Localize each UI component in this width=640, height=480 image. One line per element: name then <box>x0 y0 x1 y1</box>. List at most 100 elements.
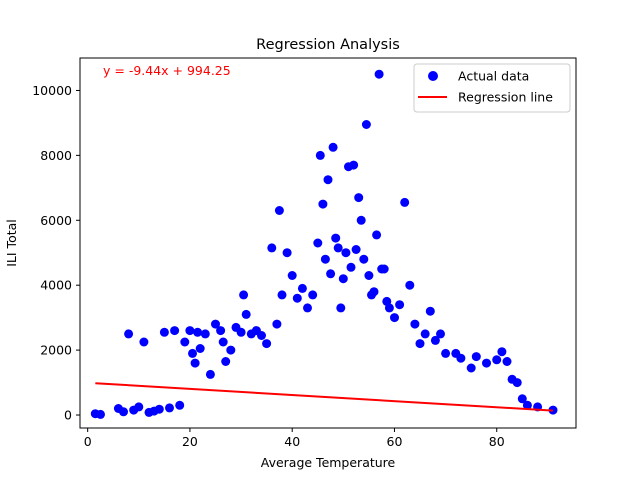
data-point <box>512 378 522 388</box>
data-point <box>354 193 364 203</box>
data-point <box>165 403 174 413</box>
data-point <box>193 327 203 337</box>
legend-label-actual-data: Actual data <box>458 69 529 84</box>
legend: Actual data Regression line <box>413 63 571 113</box>
legend-box <box>413 63 571 113</box>
data-point <box>216 326 226 336</box>
data-point <box>313 238 323 248</box>
x-tick-label: 40 <box>284 434 300 449</box>
data-point <box>297 283 307 293</box>
data-point <box>372 230 382 240</box>
data-point <box>267 243 277 253</box>
data-point <box>200 329 210 339</box>
legend-label-regression-line: Regression line <box>458 90 553 105</box>
data-point <box>292 293 302 303</box>
data-point <box>124 329 134 339</box>
x-tick-label: 0 <box>84 434 92 449</box>
data-point <box>274 206 284 215</box>
data-point <box>277 290 287 300</box>
data-point <box>239 290 249 300</box>
y-tick-label: 8000 <box>40 148 72 163</box>
data-point <box>287 271 297 280</box>
data-point <box>315 150 325 160</box>
y-axis: 0 2000 4000 6000 8000 10000 <box>32 83 80 423</box>
plot-area: y = -9.44x + 994.25 <box>90 63 558 419</box>
data-point <box>170 326 180 336</box>
data-point <box>236 327 246 337</box>
data-point <box>349 160 359 170</box>
legend-marker-actual-data <box>428 71 438 81</box>
data-point <box>221 357 231 366</box>
x-tick-label: 80 <box>489 434 505 449</box>
data-point <box>338 274 348 284</box>
data-point <box>522 400 532 410</box>
data-point <box>154 404 164 414</box>
y-axis-label: ILI Total <box>4 219 19 267</box>
x-axis-label: Average Temperature <box>261 455 396 470</box>
x-axis: 0 20 40 60 80 <box>84 428 505 449</box>
data-point <box>326 269 336 279</box>
scatter-points <box>90 69 558 419</box>
plot-frame <box>79 57 577 429</box>
y-tick-label: 0 <box>64 408 72 423</box>
data-point <box>308 290 318 300</box>
data-point <box>257 331 266 340</box>
data-point <box>410 319 420 329</box>
data-point <box>517 394 527 404</box>
data-point <box>405 280 415 290</box>
data-point <box>96 409 105 419</box>
data-point <box>119 407 128 417</box>
data-point <box>262 339 272 349</box>
y-tick-label: 6000 <box>40 213 72 228</box>
data-point <box>502 357 512 366</box>
data-point <box>159 327 169 337</box>
data-point <box>400 197 410 207</box>
data-point <box>188 348 197 358</box>
data-point <box>425 306 435 316</box>
regression-line <box>95 382 554 412</box>
data-point <box>336 303 346 313</box>
data-point <box>226 345 236 355</box>
data-point <box>430 335 440 345</box>
data-point <box>341 248 351 258</box>
data-point <box>492 355 502 365</box>
data-point <box>374 69 384 79</box>
data-point <box>180 337 190 347</box>
data-point <box>359 254 369 264</box>
regression-equation: y = -9.44x + 994.25 <box>103 63 231 78</box>
data-point <box>456 353 466 363</box>
y-tick-label: 2000 <box>40 343 72 358</box>
data-point <box>361 120 371 129</box>
data-point <box>323 175 333 185</box>
data-point <box>175 400 185 410</box>
data-point <box>415 339 425 349</box>
data-point <box>303 303 312 313</box>
data-point <box>318 199 328 209</box>
data-point <box>390 313 399 323</box>
data-point <box>185 326 195 336</box>
data-point <box>218 337 228 347</box>
data-point <box>331 233 341 243</box>
data-point <box>379 264 389 274</box>
data-point <box>205 369 215 379</box>
data-point <box>328 142 338 152</box>
data-point <box>364 271 374 280</box>
x-tick-label: 60 <box>387 434 403 449</box>
data-point <box>333 243 343 253</box>
data-point <box>346 262 356 272</box>
x-tick-label: 20 <box>182 434 198 449</box>
data-point <box>134 402 144 412</box>
data-point <box>320 254 330 264</box>
y-tick-label: 10000 <box>32 83 72 98</box>
data-point <box>369 287 379 297</box>
data-point <box>190 358 200 368</box>
chart-title: Regression Analysis <box>256 37 400 53</box>
data-point <box>482 358 491 368</box>
data-point <box>436 329 445 339</box>
data-point <box>351 245 361 254</box>
data-point <box>441 348 451 358</box>
y-tick-label: 4000 <box>40 278 72 293</box>
data-point <box>241 309 251 319</box>
data-point <box>471 352 481 362</box>
